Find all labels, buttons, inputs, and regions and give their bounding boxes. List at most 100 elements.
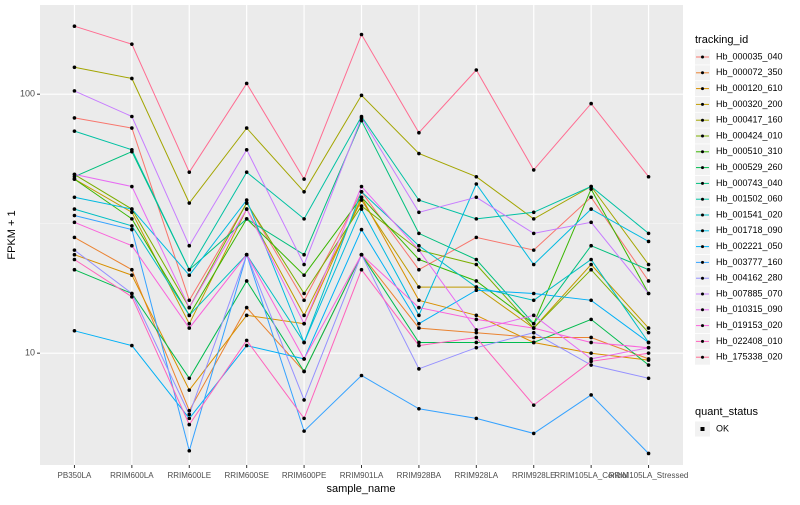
point bbox=[646, 330, 651, 335]
point bbox=[302, 298, 306, 303]
point bbox=[187, 416, 192, 421]
point bbox=[474, 235, 479, 240]
point bbox=[417, 198, 421, 202]
legend-label: Hb_000510_310 bbox=[716, 146, 783, 156]
point bbox=[531, 298, 536, 303]
point bbox=[646, 239, 651, 244]
point bbox=[130, 273, 134, 278]
y-axis-title: FPKM + 1 bbox=[6, 210, 18, 259]
point bbox=[417, 151, 421, 156]
point bbox=[531, 168, 536, 172]
point bbox=[646, 351, 651, 355]
legend-label: Hb_010315_090 bbox=[716, 304, 783, 314]
legend-label: Hb_019153_020 bbox=[716, 320, 783, 330]
point bbox=[302, 398, 306, 402]
point bbox=[474, 313, 479, 318]
point bbox=[417, 285, 421, 289]
point bbox=[531, 231, 536, 236]
legend-label: Hb_001541_020 bbox=[716, 209, 783, 219]
point bbox=[244, 252, 249, 257]
point bbox=[244, 338, 249, 343]
point bbox=[244, 313, 249, 318]
point bbox=[302, 262, 306, 267]
point bbox=[302, 416, 306, 421]
point bbox=[244, 81, 249, 86]
point bbox=[589, 257, 593, 262]
legend-point bbox=[701, 87, 704, 91]
point bbox=[72, 24, 77, 29]
point bbox=[244, 305, 249, 310]
point bbox=[474, 330, 479, 335]
point bbox=[130, 227, 134, 232]
legend-label: Hb_175338_020 bbox=[716, 352, 783, 362]
legend-point bbox=[701, 166, 704, 170]
point bbox=[302, 252, 306, 257]
point bbox=[72, 129, 77, 133]
legend-point bbox=[701, 213, 704, 217]
point bbox=[417, 257, 421, 262]
point bbox=[474, 285, 479, 289]
point bbox=[72, 172, 77, 177]
point bbox=[589, 267, 593, 272]
legend-point bbox=[701, 181, 704, 185]
legend-label: Hb_002221_050 bbox=[716, 241, 783, 251]
point bbox=[130, 295, 134, 299]
point bbox=[130, 42, 134, 46]
point bbox=[302, 313, 306, 318]
point bbox=[474, 288, 479, 293]
point bbox=[474, 68, 479, 72]
point bbox=[244, 207, 249, 211]
point bbox=[589, 243, 593, 248]
point bbox=[244, 126, 249, 130]
point bbox=[359, 32, 364, 37]
point bbox=[474, 340, 479, 345]
point bbox=[130, 207, 134, 211]
point bbox=[187, 408, 192, 413]
legend-point bbox=[701, 339, 704, 343]
legend-label: Hb_000743_040 bbox=[716, 178, 783, 188]
legend-label: Hb_004162_280 bbox=[716, 273, 783, 283]
point bbox=[130, 114, 134, 119]
y-tick-label: 10 bbox=[25, 348, 35, 358]
point bbox=[646, 174, 651, 179]
point bbox=[130, 224, 134, 228]
point bbox=[187, 448, 192, 453]
point bbox=[474, 416, 479, 421]
legend-label: Hb_007885_070 bbox=[716, 288, 783, 298]
point bbox=[589, 101, 593, 106]
point bbox=[244, 217, 249, 221]
legend-label: Hb_000417_160 bbox=[716, 115, 783, 125]
legend-label: Hb_000529_260 bbox=[716, 162, 783, 172]
point bbox=[359, 189, 364, 194]
legend-label: Hb_003777_160 bbox=[716, 257, 783, 267]
point bbox=[646, 326, 651, 330]
point bbox=[646, 340, 651, 345]
point bbox=[187, 298, 192, 303]
legend-point bbox=[701, 102, 704, 106]
point bbox=[531, 313, 536, 318]
legend-point bbox=[701, 355, 704, 359]
point bbox=[244, 170, 249, 174]
point bbox=[244, 279, 249, 283]
point bbox=[531, 262, 536, 267]
x-tick-label: RRIM105LA_Stressed bbox=[609, 471, 689, 480]
point bbox=[531, 330, 536, 335]
legend-point bbox=[701, 324, 704, 328]
legend-point bbox=[701, 245, 704, 249]
point bbox=[72, 220, 77, 225]
point bbox=[589, 351, 593, 355]
x-tick-label: RRIM600PE bbox=[282, 471, 326, 480]
point bbox=[646, 376, 651, 381]
legend-point bbox=[700, 427, 705, 431]
point bbox=[474, 257, 479, 262]
point bbox=[130, 126, 134, 130]
legend-point bbox=[701, 229, 704, 233]
point bbox=[531, 291, 536, 296]
legend-label: Hb_000035_040 bbox=[716, 51, 783, 61]
point bbox=[589, 359, 593, 364]
point bbox=[589, 220, 593, 225]
point bbox=[474, 195, 479, 200]
point bbox=[417, 406, 421, 411]
point bbox=[359, 207, 364, 211]
point bbox=[417, 367, 421, 371]
